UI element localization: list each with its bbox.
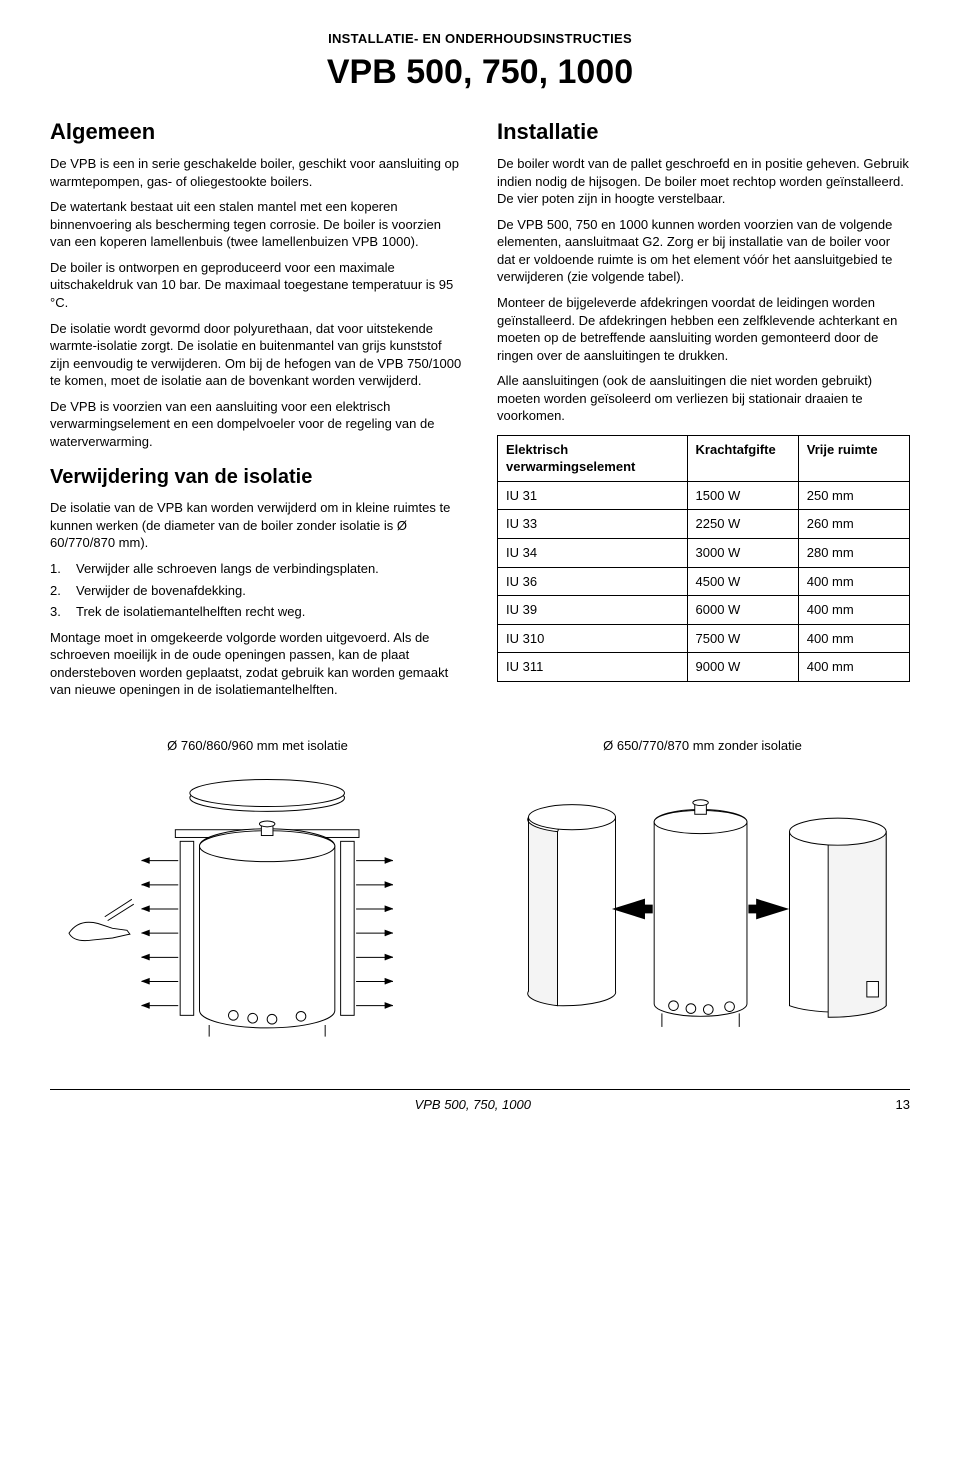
body-paragraph: De VPB is een in serie geschakelde boile… [50, 155, 463, 190]
table-cell: 280 mm [798, 538, 909, 567]
table-cell: IU 311 [498, 653, 688, 682]
table-cell: 2250 W [687, 510, 798, 539]
table-body: IU 311500 W250 mm IU 332250 W260 mm IU 3… [498, 481, 910, 681]
body-paragraph: De isolatie wordt gevormd door polyureth… [50, 320, 463, 390]
table-row: IU 332250 W260 mm [498, 510, 910, 539]
table-cell: 1500 W [687, 481, 798, 510]
table-header: Krachtafgifte [687, 435, 798, 481]
step-number: 1. [50, 560, 76, 578]
body-paragraph: Alle aansluitingen (ook de aansluitingen… [497, 372, 910, 425]
diagram-row: Ø 760/860/960 mm met isolatie [50, 737, 910, 1059]
table-cell: IU 310 [498, 624, 688, 653]
table-row: IU 396000 W400 mm [498, 596, 910, 625]
table-cell: 400 mm [798, 653, 909, 682]
body-paragraph: De VPB is voorzien van een aansluiting v… [50, 398, 463, 451]
table-header-row: Elektrisch verwarmingselement Krachtafgi… [498, 435, 910, 481]
table-header: Elektrisch verwarmingselement [498, 435, 688, 481]
boiler-with-insulation-icon [50, 764, 465, 1054]
table-row: IU 364500 W400 mm [498, 567, 910, 596]
table-cell: IU 36 [498, 567, 688, 596]
table-row: IU 343000 W280 mm [498, 538, 910, 567]
table-cell: IU 33 [498, 510, 688, 539]
body-paragraph: De isolatie van de VPB kan worden verwij… [50, 499, 463, 552]
section-installatie-heading: Installatie [497, 117, 910, 147]
body-paragraph: De boiler is ontworpen en geproduceerd v… [50, 259, 463, 312]
table-cell: 260 mm [798, 510, 909, 539]
table-row: IU 3119000 W400 mm [498, 653, 910, 682]
step-list: 1.Verwijder alle schroeven langs de verb… [50, 560, 463, 621]
section-algemeen-heading: Algemeen [50, 117, 463, 147]
table-header: Vrije ruimte [798, 435, 909, 481]
body-paragraph: De boiler wordt van de pallet geschroefd… [497, 155, 910, 208]
step-number: 2. [50, 582, 76, 600]
page-footer: VPB 500, 750, 1000 13 [50, 1089, 910, 1114]
step-text: Verwijder de bovenafdekking. [76, 582, 246, 600]
table-cell: 3000 W [687, 538, 798, 567]
table-cell: 7500 W [687, 624, 798, 653]
footer-page-number: 13 [896, 1096, 910, 1114]
document-superhead: INSTALLATIE- EN ONDERHOUDSINSTRUCTIES [50, 30, 910, 48]
table-cell: 400 mm [798, 567, 909, 596]
document-title: VPB 500, 750, 1000 [50, 50, 910, 96]
section-verwijdering-heading: Verwijdering van de isolatie [50, 464, 463, 491]
table-cell: IU 31 [498, 481, 688, 510]
step-item: 2.Verwijder de bovenafdekking. [50, 582, 463, 600]
body-paragraph: De VPB 500, 750 en 1000 kunnen worden vo… [497, 216, 910, 286]
left-column: Algemeen De VPB is een in serie geschake… [50, 111, 463, 706]
step-number: 3. [50, 603, 76, 621]
diagram-right-caption: Ø 650/770/870 mm zonder isolatie [495, 737, 910, 755]
body-paragraph: De watertank bestaat uit een stalen mant… [50, 198, 463, 251]
heater-table: Elektrisch verwarmingselement Krachtafgi… [497, 435, 910, 682]
step-item: 1.Verwijder alle schroeven langs de verb… [50, 560, 463, 578]
two-column-layout: Algemeen De VPB is een in serie geschake… [50, 111, 910, 706]
table-cell: 400 mm [798, 596, 909, 625]
right-column: Installatie De boiler wordt van de palle… [497, 111, 910, 706]
table-cell: 250 mm [798, 481, 909, 510]
diagram-right: Ø 650/770/870 mm zonder isolatie [495, 737, 910, 1059]
table-cell: IU 39 [498, 596, 688, 625]
step-text: Verwijder alle schroeven langs de verbin… [76, 560, 379, 578]
footer-title: VPB 500, 750, 1000 [415, 1096, 531, 1114]
table-cell: 4500 W [687, 567, 798, 596]
table-row: IU 311500 W250 mm [498, 481, 910, 510]
diagram-left-caption: Ø 760/860/960 mm met isolatie [50, 737, 465, 755]
table-cell: IU 34 [498, 538, 688, 567]
boiler-without-insulation-icon [495, 764, 910, 1054]
table-cell: 9000 W [687, 653, 798, 682]
body-paragraph: Monteer de bijgeleverde afdekringen voor… [497, 294, 910, 364]
step-text: Trek de isolatiemantelhelften recht weg. [76, 603, 305, 621]
table-row: IU 3107500 W400 mm [498, 624, 910, 653]
diagram-left: Ø 760/860/960 mm met isolatie [50, 737, 465, 1059]
table-cell: 400 mm [798, 624, 909, 653]
table-cell: 6000 W [687, 596, 798, 625]
document-header: INSTALLATIE- EN ONDERHOUDSINSTRUCTIES VP… [50, 30, 910, 95]
body-paragraph: Montage moet in omgekeerde volgorde word… [50, 629, 463, 699]
step-item: 3.Trek de isolatiemantelhelften recht we… [50, 603, 463, 621]
